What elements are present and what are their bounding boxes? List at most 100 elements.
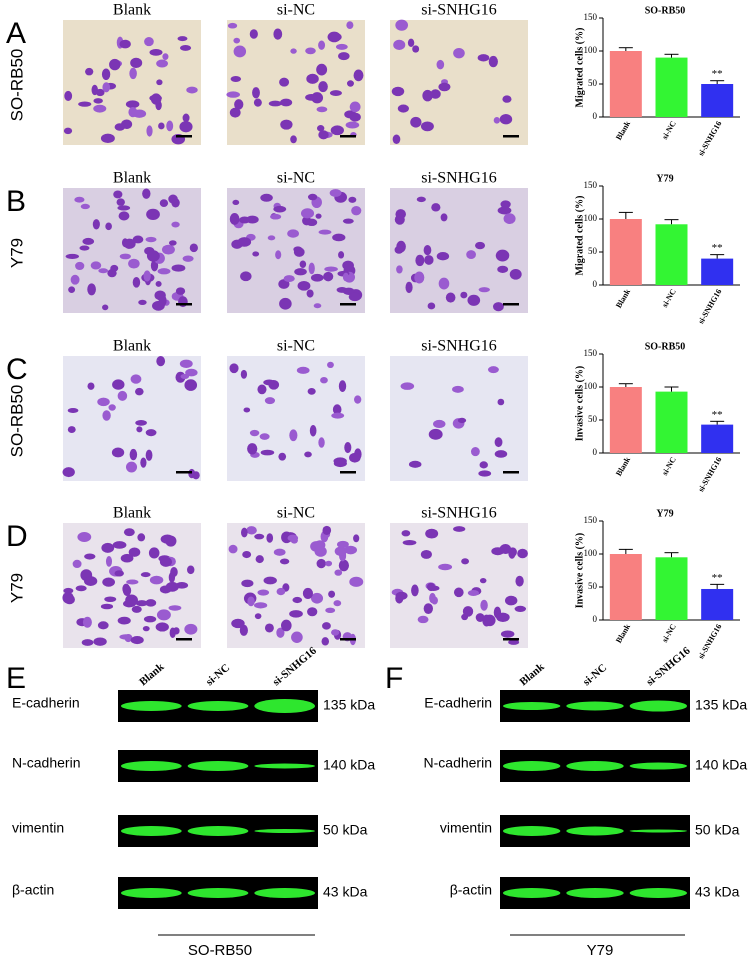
cell [420,121,434,132]
bar [701,424,734,453]
cell [329,90,342,96]
cell [334,546,347,556]
cell [346,80,354,87]
cell [467,294,481,306]
cell [64,90,73,102]
chart-title: Y79 [656,508,673,519]
cell [149,49,163,56]
cell [307,193,318,201]
lane-label: Blank [518,660,548,688]
cell [182,255,194,262]
cell [145,429,157,437]
cell [495,249,510,262]
cell [412,45,420,53]
y-tick-label: 0 [593,279,598,289]
cell [479,461,488,469]
cell [75,585,87,592]
protein-size: 135 kDa [695,697,747,713]
column-label: si-SNHG16 [421,338,497,355]
y-tick-label: 150 [584,515,598,525]
cell [334,569,343,576]
cell [67,426,76,433]
column-label: si-NC [277,170,315,187]
cell [155,281,162,287]
cell [123,238,136,249]
cell [109,58,121,71]
column-label: Blank [113,170,151,187]
cell [487,366,499,374]
cell [102,410,111,421]
cell [332,404,342,415]
cell [346,21,354,30]
cell [168,605,182,611]
blot-band [187,761,249,771]
cell [420,549,432,559]
cell [302,216,312,226]
cell [349,576,364,587]
cell [142,188,151,199]
cell [318,40,326,50]
cell [478,470,492,477]
cell [322,622,331,630]
cell [508,639,520,645]
cell [320,376,328,384]
x-tick-label: si-NC [660,622,678,644]
cell [344,545,357,555]
cell [316,63,328,76]
cell [324,266,338,272]
scale-bar [503,471,519,474]
cell [81,639,94,646]
scale-bar [503,303,519,306]
column-label: si-SNHG16 [421,505,497,522]
cell [402,540,417,546]
protein-size: 50 kDa [323,822,368,838]
cell [179,121,193,133]
cell [249,29,258,39]
cell [116,198,125,206]
bar [701,588,734,620]
cell [267,235,276,241]
micrograph [62,356,201,481]
cell [325,560,333,567]
cell [100,603,114,610]
micrograph [390,19,528,145]
cell [501,114,510,124]
panel-letter: F [385,662,403,695]
cell [70,274,80,285]
cell [396,240,406,253]
cell [313,303,322,309]
cell [349,101,361,113]
scale-bar [176,638,192,641]
blot-band [254,699,315,713]
cell [260,449,275,456]
cell [453,526,466,532]
cell [393,39,406,51]
cell [453,47,465,59]
protein-name: vimentin [440,820,492,836]
cell [123,599,136,608]
cell [65,253,80,259]
cell [257,589,270,596]
cell [129,448,138,461]
scale-bar [340,471,356,474]
protein-size: 140 kDa [695,757,747,773]
cell [233,37,241,44]
cell [140,572,151,578]
cell [338,251,345,259]
blot-band [254,829,315,833]
micrograph [390,188,528,313]
cell [436,251,450,261]
cell [143,615,157,623]
cell [229,213,240,225]
cell [263,379,276,386]
cell [330,125,344,136]
cell [113,190,123,199]
column-label: Blank [113,2,151,19]
cell [114,123,126,131]
cell [460,291,468,299]
significance: ** [712,409,723,421]
blot-band [120,701,182,711]
cell [130,636,144,645]
blot-band [120,888,182,898]
column-label: si-NC [277,2,315,19]
